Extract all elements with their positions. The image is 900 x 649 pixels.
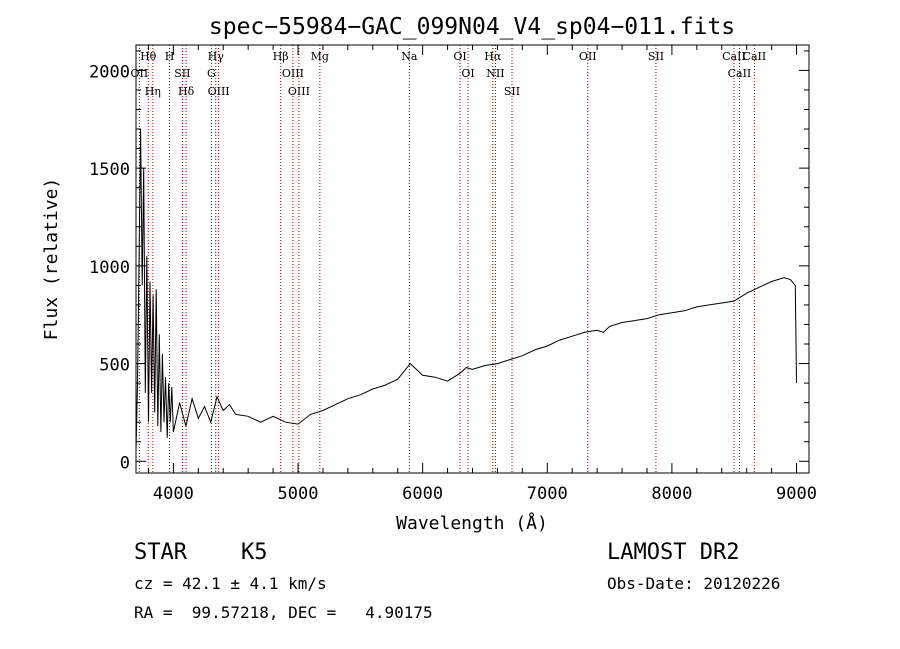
x-tick-label-5: 9000 [776,484,817,504]
redshift-line: cz = 42.1 ± 4.1 km/s [134,574,327,593]
x-tick-label-2: 6000 [402,484,443,504]
line-label-5: Hδ [178,85,195,98]
series-line-0 [135,128,797,452]
line-label-21: CaII [722,50,746,63]
line-label-22: CaII [728,67,752,80]
coordinates-line: RA = 99.57218, DEC = 4.90175 [134,603,433,622]
plot-frame [135,44,810,474]
chart-title: spec−55984−GAC_099N04_V4_sp04−011.fits [209,14,735,40]
y-tick-label-4: 2000 [89,62,130,82]
line-label-15: OI [461,67,474,80]
line-label-17: NII [486,67,504,80]
line-label-3: H [165,50,175,63]
x-axis-label: Wavelength (Å) [396,512,548,534]
line-label-0: Hθ [140,50,157,63]
line-label-19: OII [579,50,597,63]
object-subclass: K5 [241,540,268,565]
x-tick-label-0: 4000 [153,484,194,504]
line-label-11: OIII [288,85,310,98]
y-tick-label-1: 500 [99,356,130,376]
object-class: STAR [134,540,187,565]
survey-name: LAMOST DR2 [607,540,740,565]
line-label-4: SII [174,67,190,80]
line-label-20: SII [648,50,664,63]
line-label-13: Na [401,50,418,63]
line-label-2: Hη [145,85,161,98]
line-label-1: OII [131,67,149,80]
y-tick-label-3: 1500 [89,160,130,180]
x-tick-label-1: 5000 [278,484,319,504]
line-label-18: SII [504,85,520,98]
y-axis-label: Flux (relative) [41,178,62,341]
line-label-16: Hα [484,50,502,63]
x-tick-label-4: 8000 [651,484,692,504]
x-tick-label-3: 7000 [527,484,568,504]
y-tick-label-0: 0 [120,453,130,473]
spectrum-series [135,128,797,452]
line-label-23: CaII [743,50,767,63]
line-label-12: Mg [311,50,329,63]
y-tick-label-2: 1000 [89,258,130,278]
line-label-10: OIII [282,67,304,80]
obs-date-line: Obs-Date: 20120226 [607,574,781,593]
line-label-8: OIII [208,85,230,98]
x-axis-ticks: 4000 5000 6000 7000 8000 9000 [147,45,817,504]
line-label-9: Hβ [273,50,289,63]
y-axis-ticks: 0 500 1000 1500 2000 [89,50,809,473]
emission-line-markers: Hθ OII Hη H SII Hδ Hγ G OIII Hβ OIII OIII Mg Na OI OI Hα… [131,45,767,473]
line-label-7: G [207,67,216,80]
line-label-6: Hγ [208,50,225,63]
line-label-14: OI [453,50,466,63]
